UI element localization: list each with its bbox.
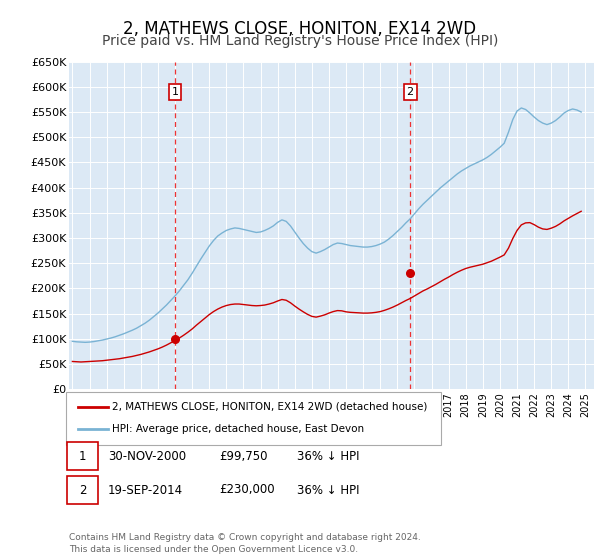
Text: 2, MATHEWS CLOSE, HONITON, EX14 2WD (detached house): 2, MATHEWS CLOSE, HONITON, EX14 2WD (det… bbox=[112, 402, 428, 412]
Text: 19-SEP-2014: 19-SEP-2014 bbox=[108, 483, 183, 497]
Text: 2, MATHEWS CLOSE, HONITON, EX14 2WD: 2, MATHEWS CLOSE, HONITON, EX14 2WD bbox=[124, 20, 476, 38]
Text: 36% ↓ HPI: 36% ↓ HPI bbox=[297, 450, 359, 463]
Text: HPI: Average price, detached house, East Devon: HPI: Average price, detached house, East… bbox=[112, 424, 364, 434]
Text: 2: 2 bbox=[407, 87, 414, 97]
Text: 36% ↓ HPI: 36% ↓ HPI bbox=[297, 483, 359, 497]
Text: £99,750: £99,750 bbox=[219, 450, 268, 463]
Text: Price paid vs. HM Land Registry's House Price Index (HPI): Price paid vs. HM Land Registry's House … bbox=[102, 34, 498, 48]
Text: £230,000: £230,000 bbox=[219, 483, 275, 497]
Text: 2: 2 bbox=[79, 483, 86, 497]
Text: 1: 1 bbox=[172, 87, 179, 97]
Text: 30-NOV-2000: 30-NOV-2000 bbox=[108, 450, 186, 463]
Text: Contains HM Land Registry data © Crown copyright and database right 2024.
This d: Contains HM Land Registry data © Crown c… bbox=[69, 533, 421, 554]
Text: 1: 1 bbox=[79, 450, 86, 463]
